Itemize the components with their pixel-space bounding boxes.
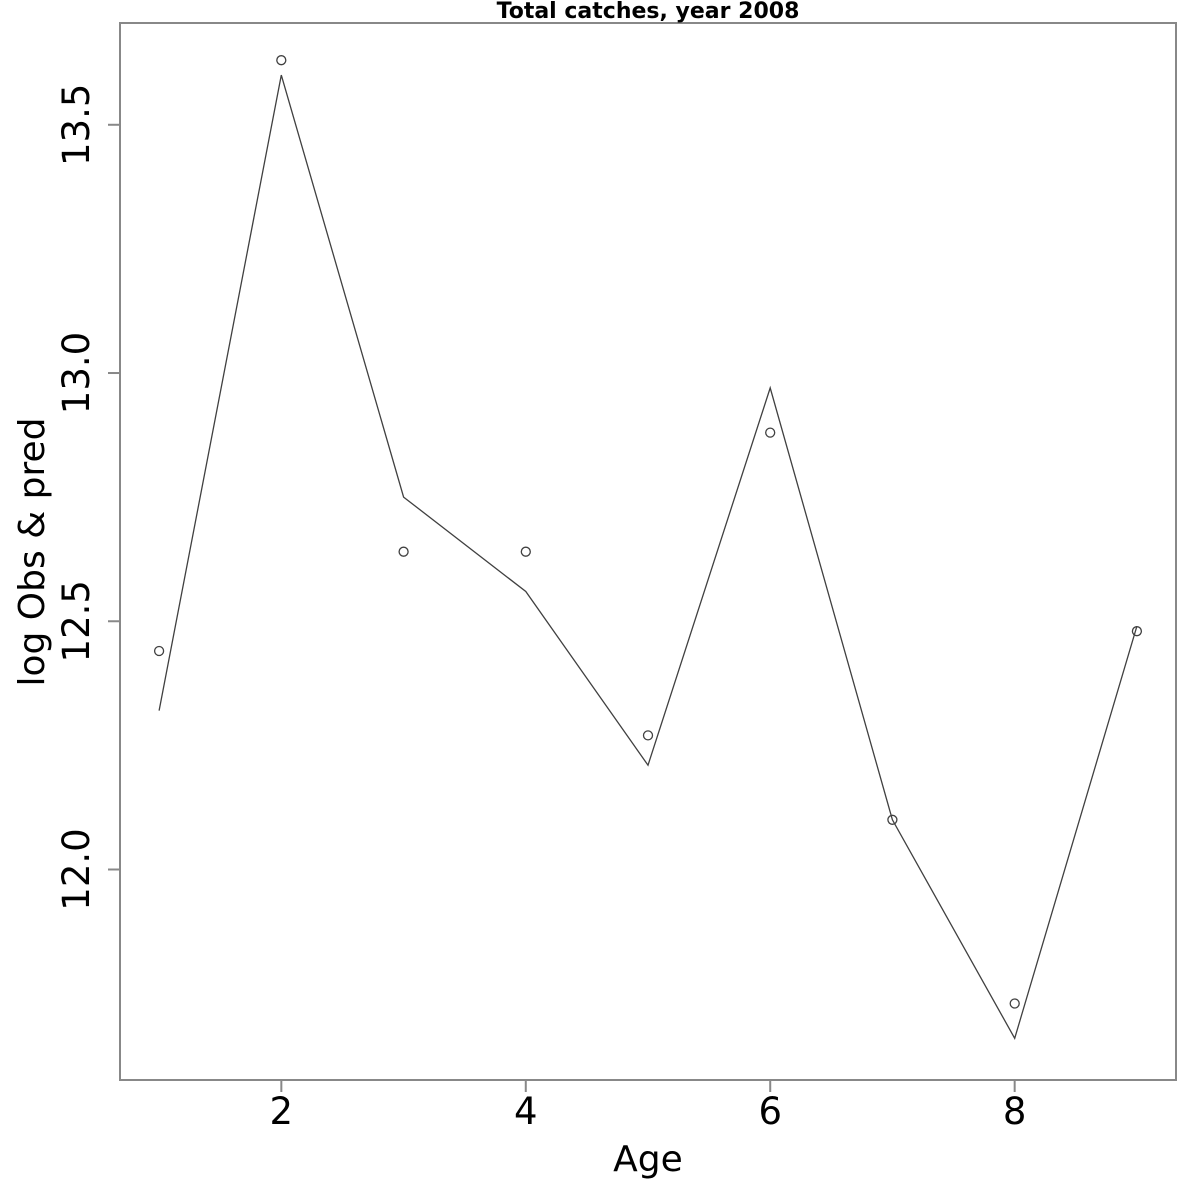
x-tick-label: 4 (514, 1090, 538, 1133)
observed-point (153, 645, 165, 657)
observed-point (765, 427, 776, 438)
predicted-line (158, 74, 1138, 1040)
y-tick-label: 12.5 (55, 580, 98, 662)
observed-point (1009, 998, 1020, 1009)
observed-point (520, 546, 531, 557)
observed-point (398, 546, 409, 557)
y-axis-label: log Obs & pred (12, 417, 53, 687)
x-tick-label: 6 (758, 1090, 782, 1133)
x-tick-label: 2 (270, 1090, 294, 1133)
y-tick-label: 12.0 (55, 828, 98, 910)
y-tick-label: 13.0 (55, 332, 98, 414)
observed-point (276, 55, 287, 66)
x-axis-label: Age (613, 1139, 683, 1180)
observed-point (642, 730, 654, 741)
observed-point (887, 814, 898, 825)
observed-point (1131, 626, 1143, 637)
y-tick-label: 13.5 (55, 84, 98, 166)
x-tick-label: 8 (1003, 1090, 1027, 1133)
plot-box (119, 22, 1177, 1081)
chart-title: Total catches, year 2008 (496, 0, 800, 24)
